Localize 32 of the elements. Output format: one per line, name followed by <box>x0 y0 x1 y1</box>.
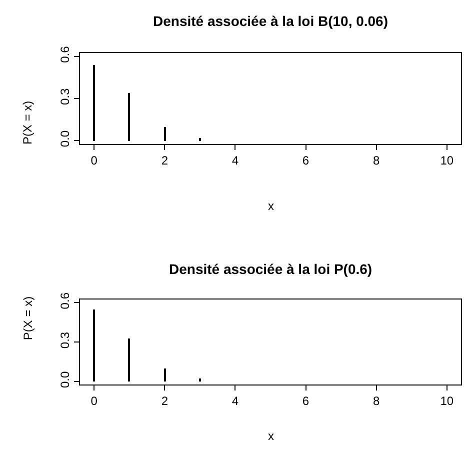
x-axis-title: x <box>268 199 274 213</box>
y-tick-label: 0.0 <box>58 370 72 388</box>
x-tick-label: 0 <box>90 394 98 408</box>
bar <box>128 92 130 141</box>
bar <box>128 338 130 382</box>
bar <box>199 378 201 382</box>
chart-title: Densité associée à la loi P(0.6) <box>169 261 372 277</box>
y-tick-label: 0.3 <box>58 332 72 349</box>
y-axis-title: P(X = x) <box>21 296 35 340</box>
x-tick-label: 2 <box>161 153 168 168</box>
bar <box>164 126 166 141</box>
bar <box>93 309 95 382</box>
chart-title: Densité associée à la loi B(10, 0.06) <box>153 13 388 29</box>
x-tick-label: 10 <box>440 153 454 168</box>
bar <box>199 138 201 141</box>
x-tick-label: 10 <box>440 394 454 408</box>
x-tick-label: 8 <box>372 394 380 408</box>
bar <box>164 368 166 382</box>
x-tick-label: 8 <box>372 153 380 168</box>
y-tick-label: 0.0 <box>58 130 72 148</box>
y-axis-title: P(X = x) <box>20 100 35 145</box>
x-tick-label: 6 <box>302 394 310 408</box>
x-tick-label: 4 <box>232 394 239 408</box>
y-tick-label: 0.3 <box>58 88 72 106</box>
x-tick-label: 0 <box>90 153 98 168</box>
y-tick-label: 0.6 <box>58 46 72 63</box>
bar <box>93 64 95 141</box>
x-tick-label: 6 <box>302 153 310 168</box>
x-axis-title: x <box>268 429 274 443</box>
x-tick-label: 4 <box>232 153 239 168</box>
y-tick-label: 0.6 <box>58 292 72 310</box>
x-tick-label: 2 <box>161 394 168 408</box>
